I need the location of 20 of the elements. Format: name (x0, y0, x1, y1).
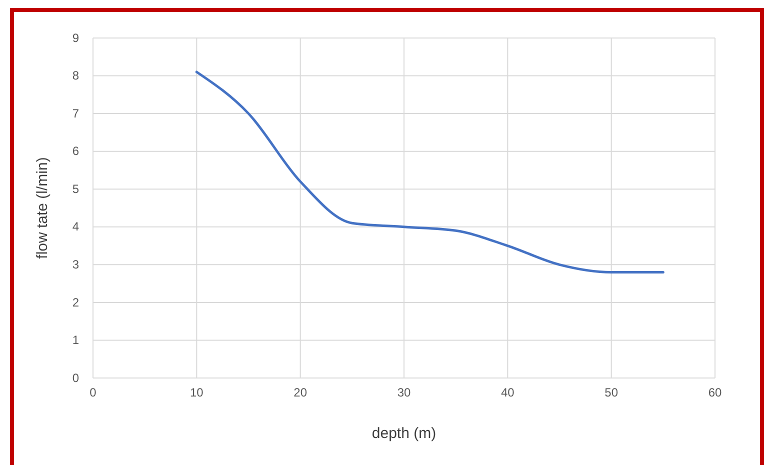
y-tick-label: 8 (72, 68, 80, 83)
y-tick-label: 5 (72, 182, 80, 196)
line-series (195, 70, 664, 274)
y-tick-label: 6 (72, 144, 80, 158)
y-tick-label: 9 (72, 30, 80, 45)
y-tick-label: 1 (72, 333, 80, 348)
y-tick-label: 3 (72, 258, 80, 272)
y-tick-label: 2 (72, 295, 80, 310)
y-tick-label: 0 (72, 370, 80, 385)
x-tick-label: 20 (294, 386, 308, 400)
x-tick-label: 50 (604, 386, 618, 400)
x-tick-label: 30 (397, 386, 411, 400)
x-tick-label: 60 (708, 386, 722, 400)
x-tick-label: 0 (90, 386, 97, 400)
y-tick-label: 7 (72, 106, 80, 120)
y-tick-label: 4 (72, 220, 80, 234)
y-axis-title: flow tate (l/min) (34, 157, 51, 259)
x-tick-label: 40 (500, 386, 515, 400)
x-tick-label: 10 (190, 386, 204, 400)
x-axis-title: depth (m) (372, 425, 436, 442)
